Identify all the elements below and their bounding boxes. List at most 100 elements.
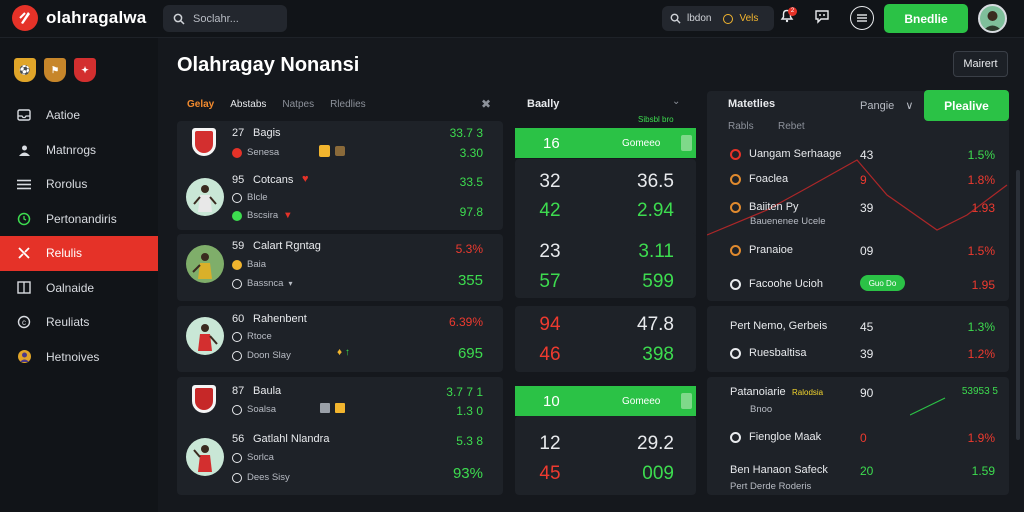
club-crest-icon[interactable]: ⚽ <box>14 58 36 82</box>
right-row-sub: Bnoo <box>750 404 773 415</box>
row-rank: 59 <box>232 240 245 252</box>
highlight-label: Gomeeo <box>622 137 661 149</box>
row-name[interactable]: Calart Rgntag <box>253 240 321 252</box>
search-box[interactable] <box>163 5 287 32</box>
sidebar-item-3[interactable]: Pertonandiris <box>0 202 158 237</box>
club-crest-icon[interactable]: ✦ <box>74 58 96 82</box>
search-input[interactable] <box>193 12 273 25</box>
club-icon <box>730 173 741 185</box>
row-rank: 87 <box>232 385 245 397</box>
chevron-down-icon[interactable]: ⌄ <box>672 96 681 107</box>
right-row-name[interactable]: Pert Nemo, Gerbeis <box>730 320 828 332</box>
player-avatar[interactable] <box>186 317 224 355</box>
right-row-name[interactable]: Uangam Serhaage <box>730 148 841 160</box>
highlight-bar[interactable]: 16 Gomeeo <box>515 128 696 158</box>
highlight-bar[interactable]: 10 Gomeeo <box>515 386 696 416</box>
right-row-name[interactable]: Fiengloe Maak <box>730 431 821 443</box>
highlight-label: Gomeeo <box>622 395 661 407</box>
user-avatar[interactable] <box>978 4 1007 33</box>
right-card-2 <box>707 306 1009 372</box>
row-name[interactable]: Bagis <box>253 127 281 139</box>
coin-icon <box>723 13 734 24</box>
right-row-name[interactable]: Ruesbaltisa <box>730 347 806 359</box>
club-icon <box>232 404 242 415</box>
tab-1[interactable]: Abstabs <box>230 98 267 110</box>
export-button[interactable]: Mairert <box>953 51 1008 77</box>
sidebar-item-2[interactable]: Rorolus <box>0 167 158 202</box>
right-row-percent: 53953 5 <box>961 386 998 397</box>
mid-value-left: 42 <box>539 200 561 221</box>
right-row-percent: 1.59 <box>971 464 995 478</box>
right-row-sub: Pert Derde Roderis <box>730 481 812 492</box>
quick-filter[interactable]: lbdon Vels <box>662 6 774 31</box>
right-panel-title: Matetlies <box>728 98 776 110</box>
bar-indicator <box>681 393 692 409</box>
mid-value-left: 32 <box>539 171 561 192</box>
row-name[interactable]: Cotcans <box>253 174 294 186</box>
right-row-percent: 1.9% <box>967 431 995 445</box>
right-row-name[interactable]: Patanoiarie <box>730 386 786 398</box>
row-value: 695 <box>457 345 483 362</box>
club-icon <box>232 452 242 463</box>
right-row-number: 0 <box>860 431 867 445</box>
sidebar-item-6[interactable]: c Reuliats <box>0 305 158 340</box>
left-card-2 <box>177 234 503 301</box>
sidebar-item-label: Pertonandiris <box>46 211 117 226</box>
row-name[interactable]: Baula <box>253 385 282 397</box>
row-rank: 60 <box>232 313 245 325</box>
club-crest-icon[interactable]: ⚑ <box>44 58 66 82</box>
club-icon <box>232 278 242 289</box>
scrollbar[interactable] <box>1016 170 1020 440</box>
inbox-icon <box>16 109 32 121</box>
player-avatar[interactable] <box>186 178 224 216</box>
tab-0[interactable]: Gelay <box>187 98 215 110</box>
row-sub: Senesa <box>232 147 279 158</box>
app-title: olahragalwa <box>46 8 147 27</box>
club-icon <box>232 331 242 342</box>
realtime-button[interactable]: Plealive <box>924 90 1009 121</box>
tab-2[interactable]: Natpes <box>282 98 315 110</box>
settings-icon <box>16 246 32 260</box>
messages-button[interactable] <box>850 6 874 30</box>
close-icon[interactable]: ✖ <box>481 97 492 111</box>
row-sub: Bassnca ▾ <box>232 278 292 289</box>
mid-value-right: 009 <box>642 463 674 484</box>
right-row-number: 9 <box>860 173 867 187</box>
player-avatar[interactable] <box>186 438 224 476</box>
sidebar-item-1[interactable]: Matnrogs <box>0 133 158 168</box>
right-row-name[interactable]: Facoohe Ucioh <box>730 278 823 290</box>
app-logo[interactable]: olahragalwa <box>12 5 146 31</box>
profile-icon <box>16 349 32 364</box>
left-card-3 <box>177 306 503 372</box>
sidebar-item-5[interactable]: Oalnaide <box>0 271 158 306</box>
chat-icon[interactable] <box>814 9 830 24</box>
quick-filter-tag: Vels <box>739 13 759 24</box>
row-name[interactable]: Gatlahl Nlandra <box>253 433 330 445</box>
mid-card-3 <box>515 306 696 372</box>
player-avatar[interactable] <box>186 245 224 283</box>
mid-value-left: 12 <box>539 433 561 454</box>
right-row-name[interactable]: Ben Hanaon Safeck <box>730 464 828 476</box>
mid-panel-top-label: Sibsbl bro <box>638 115 674 124</box>
row-rank: 27 <box>232 127 245 139</box>
right-row-number: 20 <box>860 464 874 478</box>
mid-value-right: 398 <box>642 344 674 365</box>
club-crests: ⚽ ⚑ ✦ <box>14 58 96 82</box>
cta-button[interactable]: Bnedlie <box>884 4 968 33</box>
range-dropdown[interactable]: Pangie ∨ <box>860 100 914 112</box>
sidebar-item-0[interactable]: Aatioe <box>0 98 158 133</box>
right-card-1 <box>707 91 1009 301</box>
row-value: 1.3 0 <box>456 404 483 418</box>
mid-value-right: 29.2 <box>637 433 674 454</box>
top-bar: olahragalwa lbdon Vels 2 Bnedlie <box>0 0 1024 38</box>
right-row-percent: 1.93 <box>971 201 995 215</box>
right-row-name[interactable]: Foaclea <box>730 173 788 185</box>
right-row-percent: 1.5% <box>967 244 995 258</box>
sidebar-item-4[interactable]: Relulis <box>0 236 158 271</box>
sidebar-item-7[interactable]: Hetnoives <box>0 340 158 375</box>
status-pill[interactable]: Guo Do <box>860 275 905 291</box>
right-row-name[interactable]: Baiiten Py <box>730 201 799 213</box>
right-row-name[interactable]: Pranaioe <box>730 244 793 256</box>
row-name[interactable]: Rahenbent <box>253 313 307 325</box>
tab-3[interactable]: Rledlies <box>330 98 366 110</box>
